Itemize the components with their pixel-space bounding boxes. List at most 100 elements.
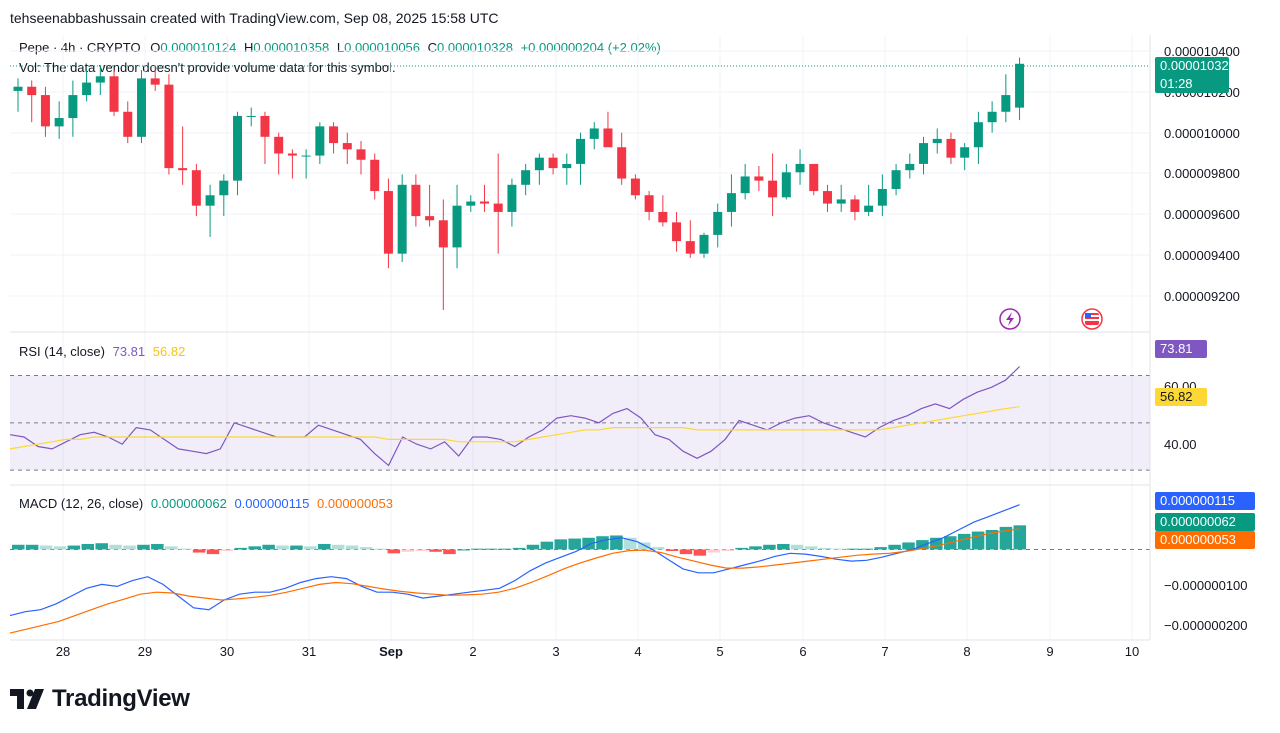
candle xyxy=(397,184,407,254)
price-tick: 0.000009200 xyxy=(1164,289,1240,304)
candle xyxy=(178,168,188,171)
macd-hist-bar xyxy=(735,547,748,550)
rsi-legend: RSI (14, close) 73.81 56.82 xyxy=(19,344,185,359)
rsi-ma-line xyxy=(9,406,1020,450)
candle xyxy=(946,138,956,158)
candle xyxy=(672,222,682,242)
macd-hist-bar xyxy=(749,546,762,550)
candle xyxy=(685,241,695,254)
price-tick: 0.000009800 xyxy=(1164,166,1240,181)
macd-tick: −0.000000100 xyxy=(1164,578,1248,593)
candle xyxy=(603,128,613,148)
rsi-ma-value: 56.82 xyxy=(152,344,186,359)
macd-hist-bar xyxy=(165,546,178,550)
macd-tick: −0.000000200 xyxy=(1164,618,1248,633)
macd-hist-bar xyxy=(832,548,846,550)
macd-hist-bar xyxy=(874,547,887,550)
tradingview-logo-icon xyxy=(10,689,44,709)
rsi-title[interactable]: RSI (14, close) xyxy=(19,344,105,359)
macd-hist-bar xyxy=(415,549,428,551)
candle xyxy=(287,153,297,156)
macd-hist-bar xyxy=(999,526,1013,550)
macd-hist-bar xyxy=(387,549,401,554)
macd-hist-bar xyxy=(95,543,108,550)
macd-hist-bar xyxy=(846,548,860,550)
candle xyxy=(136,78,146,137)
macd-hist-bar xyxy=(457,549,470,551)
macd-hist-bar xyxy=(498,548,512,550)
macd-hist-bar xyxy=(985,530,999,550)
macd-hist-bar xyxy=(443,549,456,555)
candle xyxy=(576,138,586,164)
candle xyxy=(301,155,311,157)
macd-hist-bar xyxy=(916,540,929,550)
candle xyxy=(260,115,270,137)
candle xyxy=(905,163,915,171)
macd-hist-bar xyxy=(763,544,776,550)
candle xyxy=(493,203,503,212)
candle xyxy=(13,86,23,91)
macd-hist-bar xyxy=(484,548,498,550)
candle xyxy=(274,136,284,154)
macd-hist-bar xyxy=(930,537,943,550)
candle xyxy=(617,147,627,179)
macd-hist-bar xyxy=(304,546,317,550)
time-tick: 9 xyxy=(1046,644,1054,659)
macd-layer xyxy=(9,504,1150,634)
candle xyxy=(219,180,229,196)
macd-hist-bar xyxy=(596,536,609,550)
macd-signal-tag: 0.000000053 xyxy=(1155,531,1255,549)
candle xyxy=(507,184,517,212)
candle xyxy=(521,170,531,185)
macd-hist-bar xyxy=(818,547,832,550)
macd-hist-tag: 0.000000062 xyxy=(1155,513,1255,531)
macd-hist-bar xyxy=(178,548,192,550)
candle xyxy=(630,178,640,196)
time-axis[interactable]: 28 29 30 31 Sep 2 3 4 5 6 7 8 9 10 xyxy=(0,644,1150,664)
volume-note: Vol: The data vendor doesn't provide vol… xyxy=(19,60,396,75)
macd-hist-bar xyxy=(568,538,581,550)
macd-hist-bar xyxy=(554,539,568,550)
time-tick: 3 xyxy=(552,644,560,659)
candle xyxy=(40,95,50,127)
candle xyxy=(534,157,544,171)
candle xyxy=(987,111,997,123)
candle xyxy=(425,216,435,221)
macd-line-value: 0.000000115 xyxy=(234,496,310,511)
macd-hist-bar xyxy=(53,546,67,550)
candle xyxy=(27,86,37,96)
candle xyxy=(370,159,380,192)
grid-layer xyxy=(10,35,1150,640)
time-tick: 2 xyxy=(469,644,477,659)
macd-line xyxy=(9,504,1020,617)
macd-hist-bar xyxy=(637,542,651,550)
macd-hist-value: 0.000000062 xyxy=(150,496,227,511)
candle xyxy=(164,84,174,169)
low-label: L xyxy=(336,40,345,55)
close-label: C xyxy=(427,40,438,55)
macd-hist-bar xyxy=(206,549,220,555)
macd-hist-bar xyxy=(290,545,303,550)
macd-hist-bar xyxy=(137,544,150,550)
macd-hist-bar xyxy=(318,544,331,550)
candle xyxy=(919,143,929,164)
candle xyxy=(438,220,448,248)
price-tick: 0.000010400 xyxy=(1164,44,1240,59)
macd-hist-bar xyxy=(790,544,804,550)
macd-hist-bar xyxy=(777,544,790,550)
candle xyxy=(850,199,860,212)
macd-hist-bar xyxy=(25,544,39,550)
time-tick: 4 xyxy=(634,644,642,659)
macd-hist-bar xyxy=(582,537,595,550)
macd-title[interactable]: MACD (12, 26, close) xyxy=(19,496,144,511)
macd-hist-bar xyxy=(888,544,901,550)
candle xyxy=(411,184,421,217)
macd-hist-bar xyxy=(526,544,540,550)
candle xyxy=(726,193,736,212)
time-tick: 31 xyxy=(301,644,317,659)
macd-hist-bar xyxy=(721,549,734,551)
rsi-line xyxy=(9,366,1021,467)
candle xyxy=(356,149,366,160)
candles-layer xyxy=(13,57,1025,310)
